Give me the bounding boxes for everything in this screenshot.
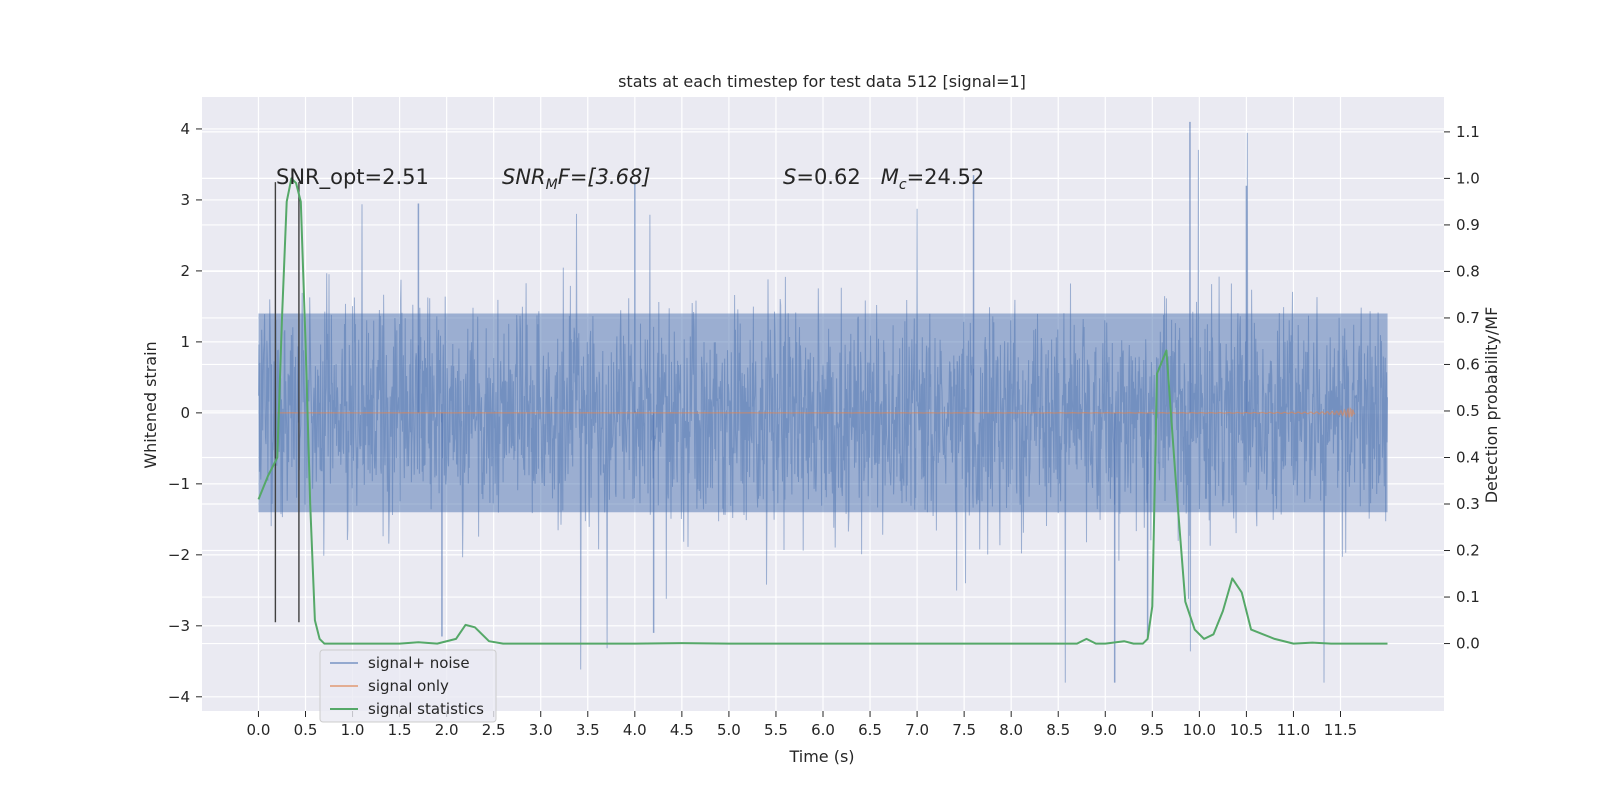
- x-tick-label: 1.5: [388, 721, 412, 739]
- x-tick-label: 0.5: [294, 721, 318, 739]
- x-tick-label: 6.5: [858, 721, 882, 739]
- x-tick-label: 7.0: [905, 721, 929, 739]
- x-tick-label: 8.0: [999, 721, 1023, 739]
- y2-tick-label: 0.0: [1456, 635, 1480, 653]
- y2-tick-label: 0.2: [1456, 542, 1480, 560]
- annotation-s-mc: S=0.62 Mc=24.52: [783, 165, 984, 193]
- x-tick-label: 1.0: [341, 721, 365, 739]
- x-tick-label: 10.5: [1230, 721, 1263, 739]
- legend-box: [319, 649, 497, 723]
- series-layer: [257, 121, 1388, 683]
- y2-tick-label: 1.0: [1456, 169, 1480, 187]
- annotation-mc: M: [881, 165, 899, 189]
- x-axis-label: Time (s): [788, 747, 854, 766]
- x-tick-label: 11.5: [1324, 721, 1357, 739]
- annotation-snr-opt: SNR_opt=2.51: [276, 165, 429, 190]
- x-tick-label: 0.0: [247, 721, 271, 739]
- annotation-s: S: [783, 165, 796, 189]
- x-tick-label: 6.0: [811, 721, 835, 739]
- series-signal-statistics-line: [257, 177, 1388, 645]
- annotation-snr-mf: SNRMF=[3.68]: [502, 165, 651, 193]
- y-tick-label: −1: [168, 475, 190, 493]
- x-tick-label: 8.5: [1046, 721, 1070, 739]
- y2-tick-label: 0.5: [1456, 402, 1480, 420]
- legend-label-signal-only: signal only: [368, 677, 449, 695]
- x-tick-label: 4.0: [623, 721, 647, 739]
- y2-tick-label: 0.3: [1456, 495, 1480, 513]
- y-tick-label: −3: [168, 617, 190, 635]
- series-signal-noise-line: [258, 132, 1388, 683]
- y2-axis-label: Detection probability/MF: [1482, 307, 1501, 504]
- y2-tick-label: 0.1: [1456, 588, 1480, 606]
- y2-tick-label: 0.7: [1456, 309, 1480, 327]
- annotation-mc-value: =24.52: [907, 165, 985, 189]
- axes-layer: 0.0 0.5 1.0 1.5 2.0 2.5 3.0 3.5 4.0 4.5 5.0 5.5 6.0 6…: [168, 120, 1480, 739]
- annotation-snr-mf-rest: F=[3.68]: [558, 165, 651, 189]
- y-tick-label: −4: [168, 688, 190, 706]
- y-axis-label: Whitened strain: [141, 341, 160, 468]
- x-tick-label: 4.5: [670, 721, 694, 739]
- annotation-snr-mf-main: SNR: [502, 165, 546, 189]
- series-signal-only-line: [277, 407, 1356, 419]
- y2-tick-label: 1.1: [1456, 123, 1480, 141]
- y-tick-label: −2: [168, 546, 190, 564]
- y2-tick-label: 0.6: [1456, 355, 1480, 373]
- y-tick-label: 4: [180, 120, 190, 138]
- y-tick-label: 0: [180, 404, 190, 422]
- legend: signal+ noise signal only signal statist…: [319, 649, 497, 723]
- annotation-snr-mf-sub: M: [546, 177, 558, 193]
- x-tick-label: 5.0: [717, 721, 741, 739]
- y-tick-label: 2: [180, 262, 190, 280]
- y2-tick-label: 0.4: [1456, 448, 1480, 466]
- x-tick-label: 2.0: [435, 721, 459, 739]
- x-tick-label: 5.5: [764, 721, 788, 739]
- chart-title: stats at each timestep for test data 512…: [618, 72, 1026, 91]
- x-tick-label: 9.5: [1140, 721, 1164, 739]
- x-tick-label: 10.0: [1183, 721, 1216, 739]
- y2-tick-label: 0.9: [1456, 216, 1480, 234]
- annotation-mc-sub: c: [899, 177, 907, 193]
- x-tick-label: 3.5: [576, 721, 600, 739]
- legend-label-signal-statistics: signal statistics: [368, 700, 484, 718]
- x-tick-label: 3.0: [529, 721, 553, 739]
- x-tick-label: 7.5: [952, 721, 976, 739]
- y2-tick-label: 0.8: [1456, 262, 1480, 280]
- x-tick-label: 11.0: [1277, 721, 1310, 739]
- x-tick-label: 9.0: [1093, 721, 1117, 739]
- y-tick-label: 1: [180, 333, 190, 351]
- legend-label-signal-noise: signal+ noise: [368, 654, 470, 672]
- x-tick-label: 2.5: [482, 721, 506, 739]
- annotations: SNR_opt=2.51 SNRMF=[3.68] S=0.62 Mc=24.5…: [276, 165, 984, 193]
- y-tick-label: 3: [180, 191, 190, 209]
- annotation-s-value: =0.62: [796, 165, 880, 189]
